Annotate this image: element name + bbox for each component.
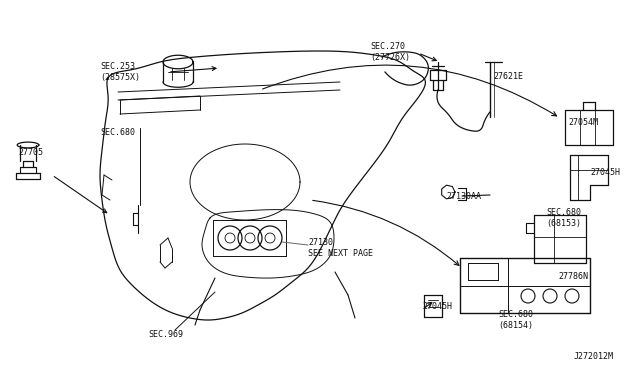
Text: 27621E: 27621E (493, 72, 523, 81)
Text: 27054M: 27054M (568, 118, 598, 127)
FancyArrowPatch shape (262, 65, 557, 116)
Text: 27045H: 27045H (590, 168, 620, 177)
Text: 27705: 27705 (18, 148, 43, 157)
Text: SEC.680: SEC.680 (498, 310, 533, 319)
Text: 27130AA: 27130AA (446, 192, 481, 201)
Text: (28575X): (28575X) (100, 73, 140, 82)
Text: SEC.253: SEC.253 (100, 62, 135, 71)
Text: SEC.680: SEC.680 (100, 128, 135, 137)
FancyArrowPatch shape (313, 201, 459, 265)
Text: SEC.270: SEC.270 (370, 42, 405, 51)
Text: SEC.969: SEC.969 (148, 330, 183, 339)
Text: (68154): (68154) (498, 321, 533, 330)
Text: SEE NEXT PAGE: SEE NEXT PAGE (308, 249, 373, 258)
Text: J272012M: J272012M (574, 352, 614, 361)
Text: 27045H: 27045H (422, 302, 452, 311)
Text: 27130: 27130 (308, 238, 333, 247)
Text: 27786N: 27786N (558, 272, 588, 281)
Text: (27726X): (27726X) (370, 53, 410, 62)
Text: SEC.680: SEC.680 (546, 208, 581, 217)
Text: (68153): (68153) (546, 219, 581, 228)
